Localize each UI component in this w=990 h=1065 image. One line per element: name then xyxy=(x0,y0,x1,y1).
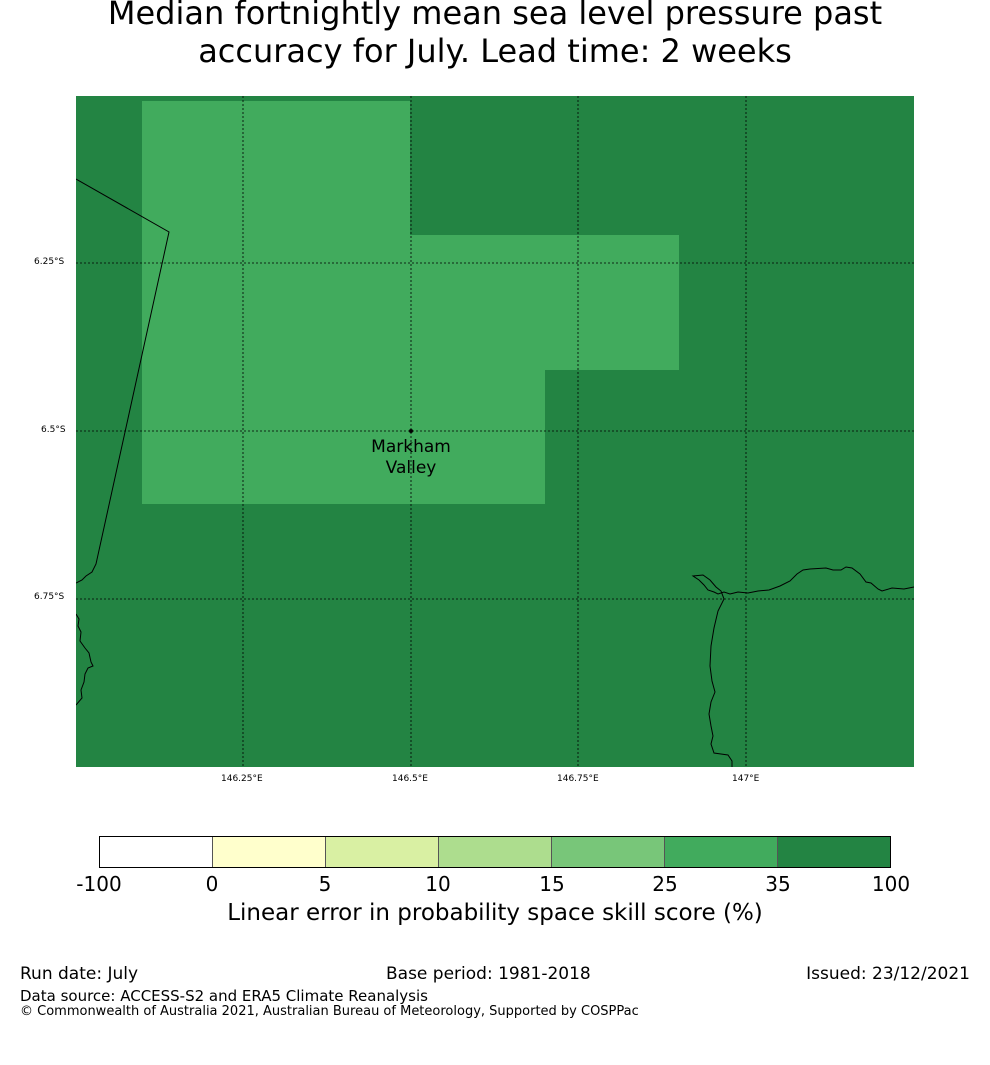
colorbar-tick: 25 xyxy=(652,872,678,896)
colorbar-segment xyxy=(778,837,890,867)
colorbar-segment xyxy=(552,837,665,867)
lat-label: 6.5°S xyxy=(41,425,66,435)
lon-label: 146.75°E xyxy=(557,774,599,784)
lat-label: 6.75°S xyxy=(34,592,65,602)
lon-label: 146.5°E xyxy=(392,774,428,784)
title-line-1: Median fortnightly mean sea level pressu… xyxy=(107,0,883,32)
colorbar-tick: -100 xyxy=(76,872,122,896)
place-label-line-1: Markham xyxy=(371,437,451,457)
run-date: Run date: July xyxy=(20,964,139,984)
place-marker xyxy=(409,429,413,433)
lon-label: 146.25°E xyxy=(221,774,263,784)
chart-title: Median fortnightly mean sea level pressu… xyxy=(0,0,990,70)
colorbar-segment xyxy=(665,837,778,867)
colorbar-tick: 15 xyxy=(539,872,565,896)
boundary-line xyxy=(76,178,170,584)
skill-score-map: Markham Valley xyxy=(76,96,914,767)
map-region-mid-skill xyxy=(142,101,679,504)
colorbar-segment xyxy=(100,837,213,867)
lon-label: 147°E xyxy=(732,774,760,784)
title-line-2: accuracy for July. Lead time: 2 weeks xyxy=(198,32,792,70)
colorbar-tick: 5 xyxy=(318,872,332,896)
coastline-right xyxy=(691,566,914,767)
colorbar-tick: 100 xyxy=(871,872,911,896)
colorbar xyxy=(99,836,891,868)
colorbar-tick: 0 xyxy=(205,872,219,896)
issued-date: Issued: 23/12/2021 xyxy=(806,964,970,984)
colorbar-tick: 10 xyxy=(425,872,451,896)
colorbar-tick: 35 xyxy=(765,872,791,896)
place-label-line-2: Valley xyxy=(386,458,437,478)
colorbar-label: Linear error in probability space skill … xyxy=(227,900,763,926)
base-period: Base period: 1981-2018 xyxy=(386,964,591,984)
coastline-left xyxy=(76,613,94,706)
colorbar-segment xyxy=(213,837,326,867)
lat-label: 6.25°S xyxy=(34,257,65,267)
copyright: © Commonwealth of Australia 2021, Austra… xyxy=(20,1004,639,1019)
data-source: Data source: ACCESS-S2 and ERA5 Climate … xyxy=(20,987,428,1005)
colorbar-segment xyxy=(439,837,552,867)
colorbar-segment xyxy=(326,837,439,867)
